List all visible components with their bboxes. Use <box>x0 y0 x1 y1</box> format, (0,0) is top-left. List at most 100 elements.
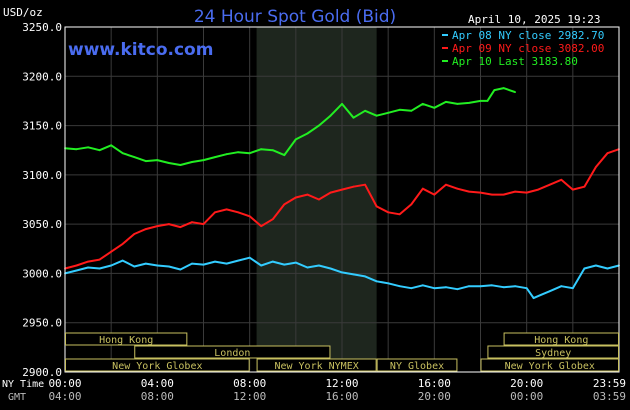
data-point <box>548 183 551 186</box>
data-point <box>271 149 274 152</box>
session-label: Sydney <box>535 348 571 359</box>
data-point <box>75 264 78 267</box>
data-point <box>121 259 124 262</box>
data-point <box>445 183 447 186</box>
x-tick-label-gmt: 20:00 <box>418 390 451 403</box>
data-point <box>352 185 355 188</box>
session-box <box>487 345 619 359</box>
gmt-label: GMT <box>8 392 26 403</box>
x-tick-label-ny: 12:00 <box>325 377 358 390</box>
data-point <box>133 233 136 235</box>
data-point <box>144 262 147 265</box>
data-point <box>133 156 136 159</box>
data-point <box>583 185 586 188</box>
data-point <box>560 285 563 288</box>
data-point <box>318 198 320 201</box>
x-tick-label-ny: 00:00 <box>48 377 81 390</box>
data-point <box>75 269 78 272</box>
data-point <box>248 152 251 155</box>
x-tick-label-ny: 04:00 <box>141 377 174 390</box>
data-point <box>225 262 228 265</box>
y-tick-label: 3200.0 <box>22 70 62 83</box>
data-point <box>237 151 240 154</box>
y-tick-label: 3000.0 <box>22 267 62 280</box>
watermark: www.kitco.com <box>68 40 213 60</box>
session-label: London <box>214 348 250 359</box>
data-point <box>248 215 251 218</box>
data-point <box>433 193 436 196</box>
x-tick-label-ny: 08:00 <box>233 377 266 390</box>
data-point <box>75 148 78 151</box>
session-label: New York Globex <box>505 361 595 372</box>
market-sessions: Hong Kong London New York Globex New York N… <box>65 332 620 372</box>
data-point <box>456 187 459 190</box>
data-point <box>144 228 147 231</box>
data-point <box>214 211 216 214</box>
series-lines <box>64 87 620 300</box>
data-point <box>491 193 493 196</box>
session-box <box>65 332 188 346</box>
data-point <box>595 166 597 168</box>
data-point <box>283 263 286 266</box>
data-point <box>87 260 89 263</box>
data-point <box>294 261 297 264</box>
legend-entry: Apr 08 NY close 2982.70 <box>452 29 604 42</box>
legend-entry: Apr 10 Last 3183.80 <box>452 55 578 68</box>
series-group <box>64 87 516 166</box>
data-point <box>260 264 263 267</box>
ny-time-label: NY Time <box>2 379 44 390</box>
data-point <box>502 193 505 196</box>
data-point <box>156 225 159 228</box>
data-point <box>468 190 470 193</box>
data-point <box>329 191 332 194</box>
unit-label: USD/oz <box>3 6 43 19</box>
data-point <box>398 285 401 288</box>
y-axis: 3250.0 3200.0 3150.0 3100.0 3050.0 3000.0 2950… <box>22 21 62 379</box>
data-point <box>214 260 216 263</box>
data-point <box>306 132 309 135</box>
data-point <box>375 205 378 208</box>
data-point <box>410 203 413 206</box>
data-point <box>433 287 436 290</box>
data-point <box>468 102 470 104</box>
data-point <box>329 267 332 270</box>
data-point <box>283 154 286 157</box>
data-point <box>560 178 563 181</box>
data-point <box>539 294 542 296</box>
data-point <box>433 106 436 109</box>
x-tick-label-gmt: 08:00 <box>141 390 174 403</box>
x-tick-label-gmt: 04:00 <box>48 390 81 403</box>
session-label: Hong Kong <box>99 335 153 346</box>
data-point <box>375 280 378 283</box>
data-point <box>110 144 113 147</box>
data-point <box>306 193 309 196</box>
data-point <box>445 286 447 289</box>
legend-entry: Apr 09 NY close 3082.00 <box>452 42 604 55</box>
data-point <box>98 149 101 152</box>
data-point <box>525 287 528 290</box>
session-box <box>65 358 250 372</box>
y-tick-label: 3250.0 <box>22 21 62 34</box>
data-point <box>214 156 216 159</box>
data-point <box>110 264 113 267</box>
data-point <box>468 285 470 288</box>
data-point <box>514 285 516 288</box>
data-point <box>421 103 424 105</box>
data-point <box>387 282 390 285</box>
data-point <box>606 267 609 270</box>
data-point <box>479 100 482 102</box>
x-tick-label-ny: 16:00 <box>418 377 451 390</box>
x-tick-label-ny: 23:59 <box>593 377 626 390</box>
data-point <box>110 250 113 253</box>
data-point <box>525 191 528 194</box>
data-point <box>191 262 193 265</box>
data-point <box>456 103 459 105</box>
data-point <box>329 114 332 117</box>
data-point <box>595 264 597 267</box>
x-axis: 00:0004:0004:0008:0008:0012:0012:0016:00… <box>48 377 626 403</box>
data-point <box>571 287 574 290</box>
data-point <box>168 265 170 268</box>
data-point <box>341 271 343 274</box>
session-label: Hong Kong <box>534 335 588 346</box>
